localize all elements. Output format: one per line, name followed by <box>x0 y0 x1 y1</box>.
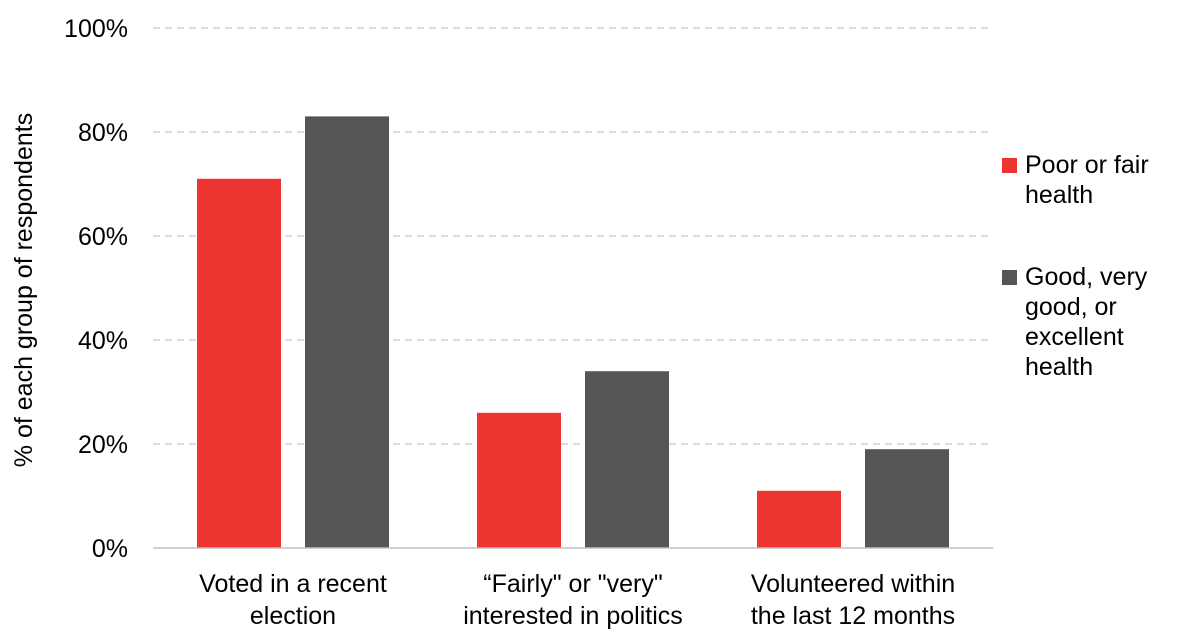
x-category-label: Volunteered within <box>751 570 955 598</box>
legend-label-line: excellent <box>1025 323 1124 351</box>
y-tick-label: 100% <box>64 15 128 43</box>
y-tick-label: 0% <box>92 535 128 563</box>
x-category-label: election <box>250 602 336 630</box>
bar <box>477 412 561 548</box>
legend-swatch-poor-fair <box>1002 158 1017 173</box>
legend-item-good: Good, very good, or excellent health <box>1002 262 1182 382</box>
legend-label-line: Poor or fair <box>1025 151 1149 179</box>
x-category-label: the last 12 months <box>751 602 955 630</box>
x-category-label: Voted in a recent <box>199 570 387 598</box>
gridlines <box>153 27 993 445</box>
y-axis-title: % of each group of respondents <box>10 113 38 467</box>
legend-label-line: health <box>1025 353 1094 381</box>
y-tick-label: 40% <box>78 327 128 355</box>
y-tick-label: 60% <box>78 223 128 251</box>
legend: Poor or fair health Good, very good, or … <box>1002 150 1182 382</box>
legend-label-poor-fair: Poor or fair health <box>1025 150 1182 210</box>
x-category-label: interested in politics <box>463 602 683 630</box>
bar <box>585 371 669 548</box>
bar <box>197 178 281 549</box>
legend-swatch-good <box>1002 270 1017 285</box>
legend-label-line: good, or <box>1025 293 1117 321</box>
legend-label-line: health <box>1025 181 1094 209</box>
bars <box>197 116 949 549</box>
legend-label-good: Good, very good, or excellent health <box>1025 262 1182 382</box>
bar <box>865 449 949 548</box>
bar <box>757 490 841 548</box>
legend-item-poor-fair: Poor or fair health <box>1002 150 1182 210</box>
y-tick-label: 20% <box>78 431 128 459</box>
y-tick-labels: 0% 20% 40% 60% 80% 100% <box>64 15 128 563</box>
y-tick-label: 80% <box>78 119 128 147</box>
bar <box>305 116 389 549</box>
x-category-labels: Voted in a recent election “Fairly" or "ve… <box>199 570 955 630</box>
x-category-label: “Fairly" or "very" <box>483 570 662 598</box>
legend-label-line: Good, very <box>1025 263 1148 291</box>
